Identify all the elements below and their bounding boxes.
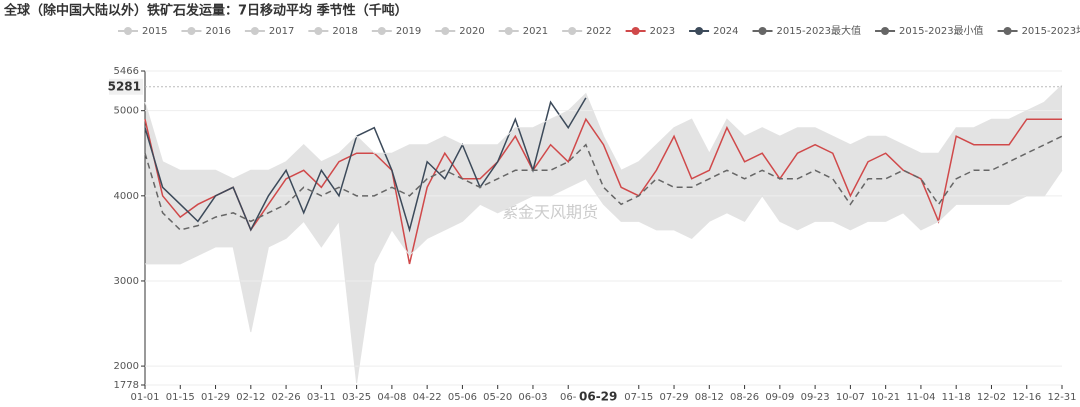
x-tick-label: 01-29 — [201, 392, 230, 403]
legend-icon — [124, 27, 132, 35]
legend-label: 2022 — [586, 26, 611, 37]
watermark: 紫金天风期货 — [502, 203, 598, 222]
x-tick-label: 02-12 — [236, 392, 265, 403]
legend-label: 2018 — [332, 26, 357, 37]
band-edge — [145, 169, 1063, 384]
x-tick-label: 05-20 — [483, 392, 512, 403]
x-tick-label: 10-07 — [836, 392, 865, 403]
x-tick-label: 12-16 — [1012, 392, 1041, 403]
y-tick-label: 5000 — [114, 106, 139, 117]
pointer-box — [578, 388, 619, 404]
y-tick-label: 1778 — [114, 380, 139, 391]
legend-label: 2015 — [142, 26, 167, 37]
x-tick-label: 04-22 — [413, 392, 442, 403]
x-tick-label: 07-29 — [660, 392, 689, 403]
x-tick-label: 01-15 — [166, 392, 195, 403]
legend-label: 2015-2023均值 — [1022, 24, 1080, 37]
legend-icon — [881, 27, 890, 35]
x-tick-label: 12-31 — [1047, 392, 1076, 403]
legend-icon — [695, 27, 704, 35]
pointer-x-label: 06-29 — [579, 390, 617, 404]
legend-label: 2020 — [459, 26, 484, 37]
x-tick-label: 03-11 — [307, 392, 336, 403]
legend-icon — [377, 27, 386, 35]
pointer-y-label: 5281 — [108, 79, 141, 93]
legend-icon — [568, 27, 577, 35]
legend-label: 2016 — [205, 26, 230, 37]
y-tick-label: 5466 — [114, 66, 139, 77]
legend-icon — [504, 27, 513, 35]
chart-title: 全球（除中国大陆以外）铁矿石发运量：7日移动平均 季节性（千吨） — [3, 3, 408, 19]
legend-icon — [314, 27, 323, 35]
x-tick-label: 06- — [560, 392, 577, 403]
pointer-box — [109, 78, 143, 95]
y-tick-label: 4000 — [114, 191, 139, 202]
x-tick-label: 05-06 — [448, 392, 477, 403]
legend-label: 2017 — [269, 26, 294, 37]
legend-label: 2015-2023最大值 — [777, 24, 862, 37]
x-tick-label: 06-03 — [518, 392, 547, 403]
x-tick-label: 09-09 — [765, 392, 794, 403]
x-tick-label: 04-08 — [377, 392, 406, 403]
legend-label: 2019 — [396, 26, 421, 37]
legend-label: 2021 — [523, 26, 548, 37]
legend-icon — [441, 27, 450, 35]
x-tick-label: 12-02 — [977, 392, 1006, 403]
legend-label: 2023 — [650, 26, 675, 37]
x-tick-label: 09-23 — [801, 392, 830, 403]
x-tick-label: 03-25 — [342, 392, 371, 403]
x-tick-label: 07-15 — [624, 392, 653, 403]
legend-icon — [631, 27, 640, 35]
y-tick-label: 2000 — [114, 361, 139, 372]
x-tick-label: 02-26 — [272, 392, 301, 403]
series-line — [144, 97, 587, 233]
y-tick-label: 3000 — [114, 276, 139, 287]
band-area — [145, 85, 1062, 384]
x-tick-label: 11-04 — [906, 392, 935, 403]
series-line — [144, 135, 1063, 231]
x-tick-label: 01-01 — [130, 392, 159, 403]
x-tick-label: 08-26 — [730, 392, 759, 403]
x-tick-label: 10-21 — [871, 392, 900, 403]
band-edge — [144, 84, 1063, 180]
legend-label: 2024 — [713, 26, 738, 37]
x-tick-label: 08-12 — [695, 392, 724, 403]
legend-icon — [187, 27, 196, 35]
x-tick-label: 11-18 — [942, 392, 971, 403]
legend-icon — [758, 27, 767, 35]
legend-label: 2015-2023最小值 — [899, 24, 984, 37]
legend-icon — [1003, 27, 1012, 35]
legend-icon — [250, 27, 259, 35]
